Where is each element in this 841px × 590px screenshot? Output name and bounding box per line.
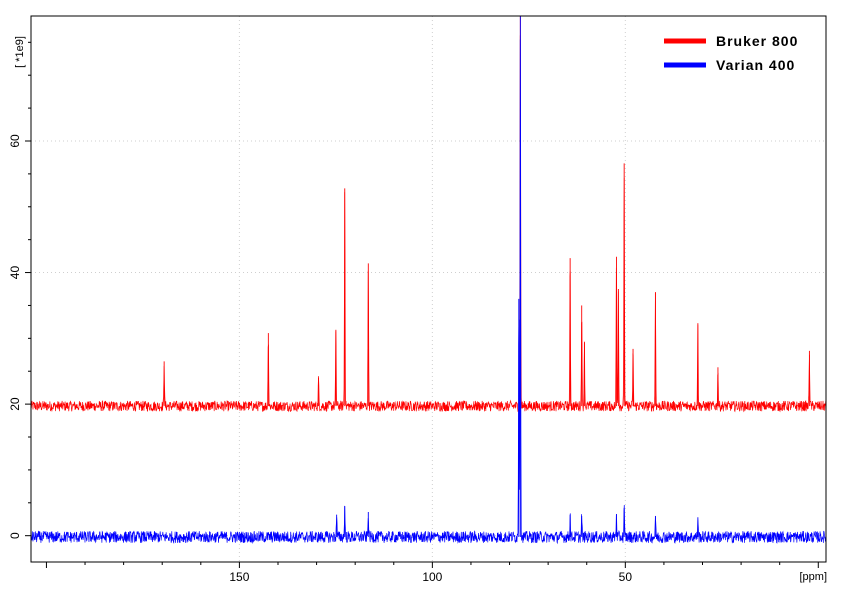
x-axis-unit-label: [ppm]: [799, 571, 827, 583]
y-axis: 0 20 40 60: [8, 41, 31, 539]
x-axis: 150 100 50: [45, 562, 819, 584]
x-tick-label: 50: [619, 570, 633, 584]
x-tick-label: 150: [229, 570, 249, 584]
legend-label: Varian 400: [716, 57, 795, 73]
x-tick-label: 100: [422, 570, 442, 584]
spectrum-series: [30, 16, 827, 545]
series-line-bruker-800: [30, 35, 827, 413]
y-tick-label: 60: [8, 134, 22, 148]
y-axis-unit-label: [ *1e9]: [14, 36, 26, 68]
y-tick-label: 20: [8, 397, 22, 411]
grid-lines: [31, 16, 826, 562]
legend: Bruker 800 Varian 400: [664, 33, 798, 73]
y-tick-label: 40: [8, 266, 22, 280]
plot-frame: [30, 15, 827, 563]
legend-label: Bruker 800: [716, 33, 798, 49]
y-tick-label: 0: [8, 532, 22, 539]
series-line-varian-400: [30, 39, 827, 545]
